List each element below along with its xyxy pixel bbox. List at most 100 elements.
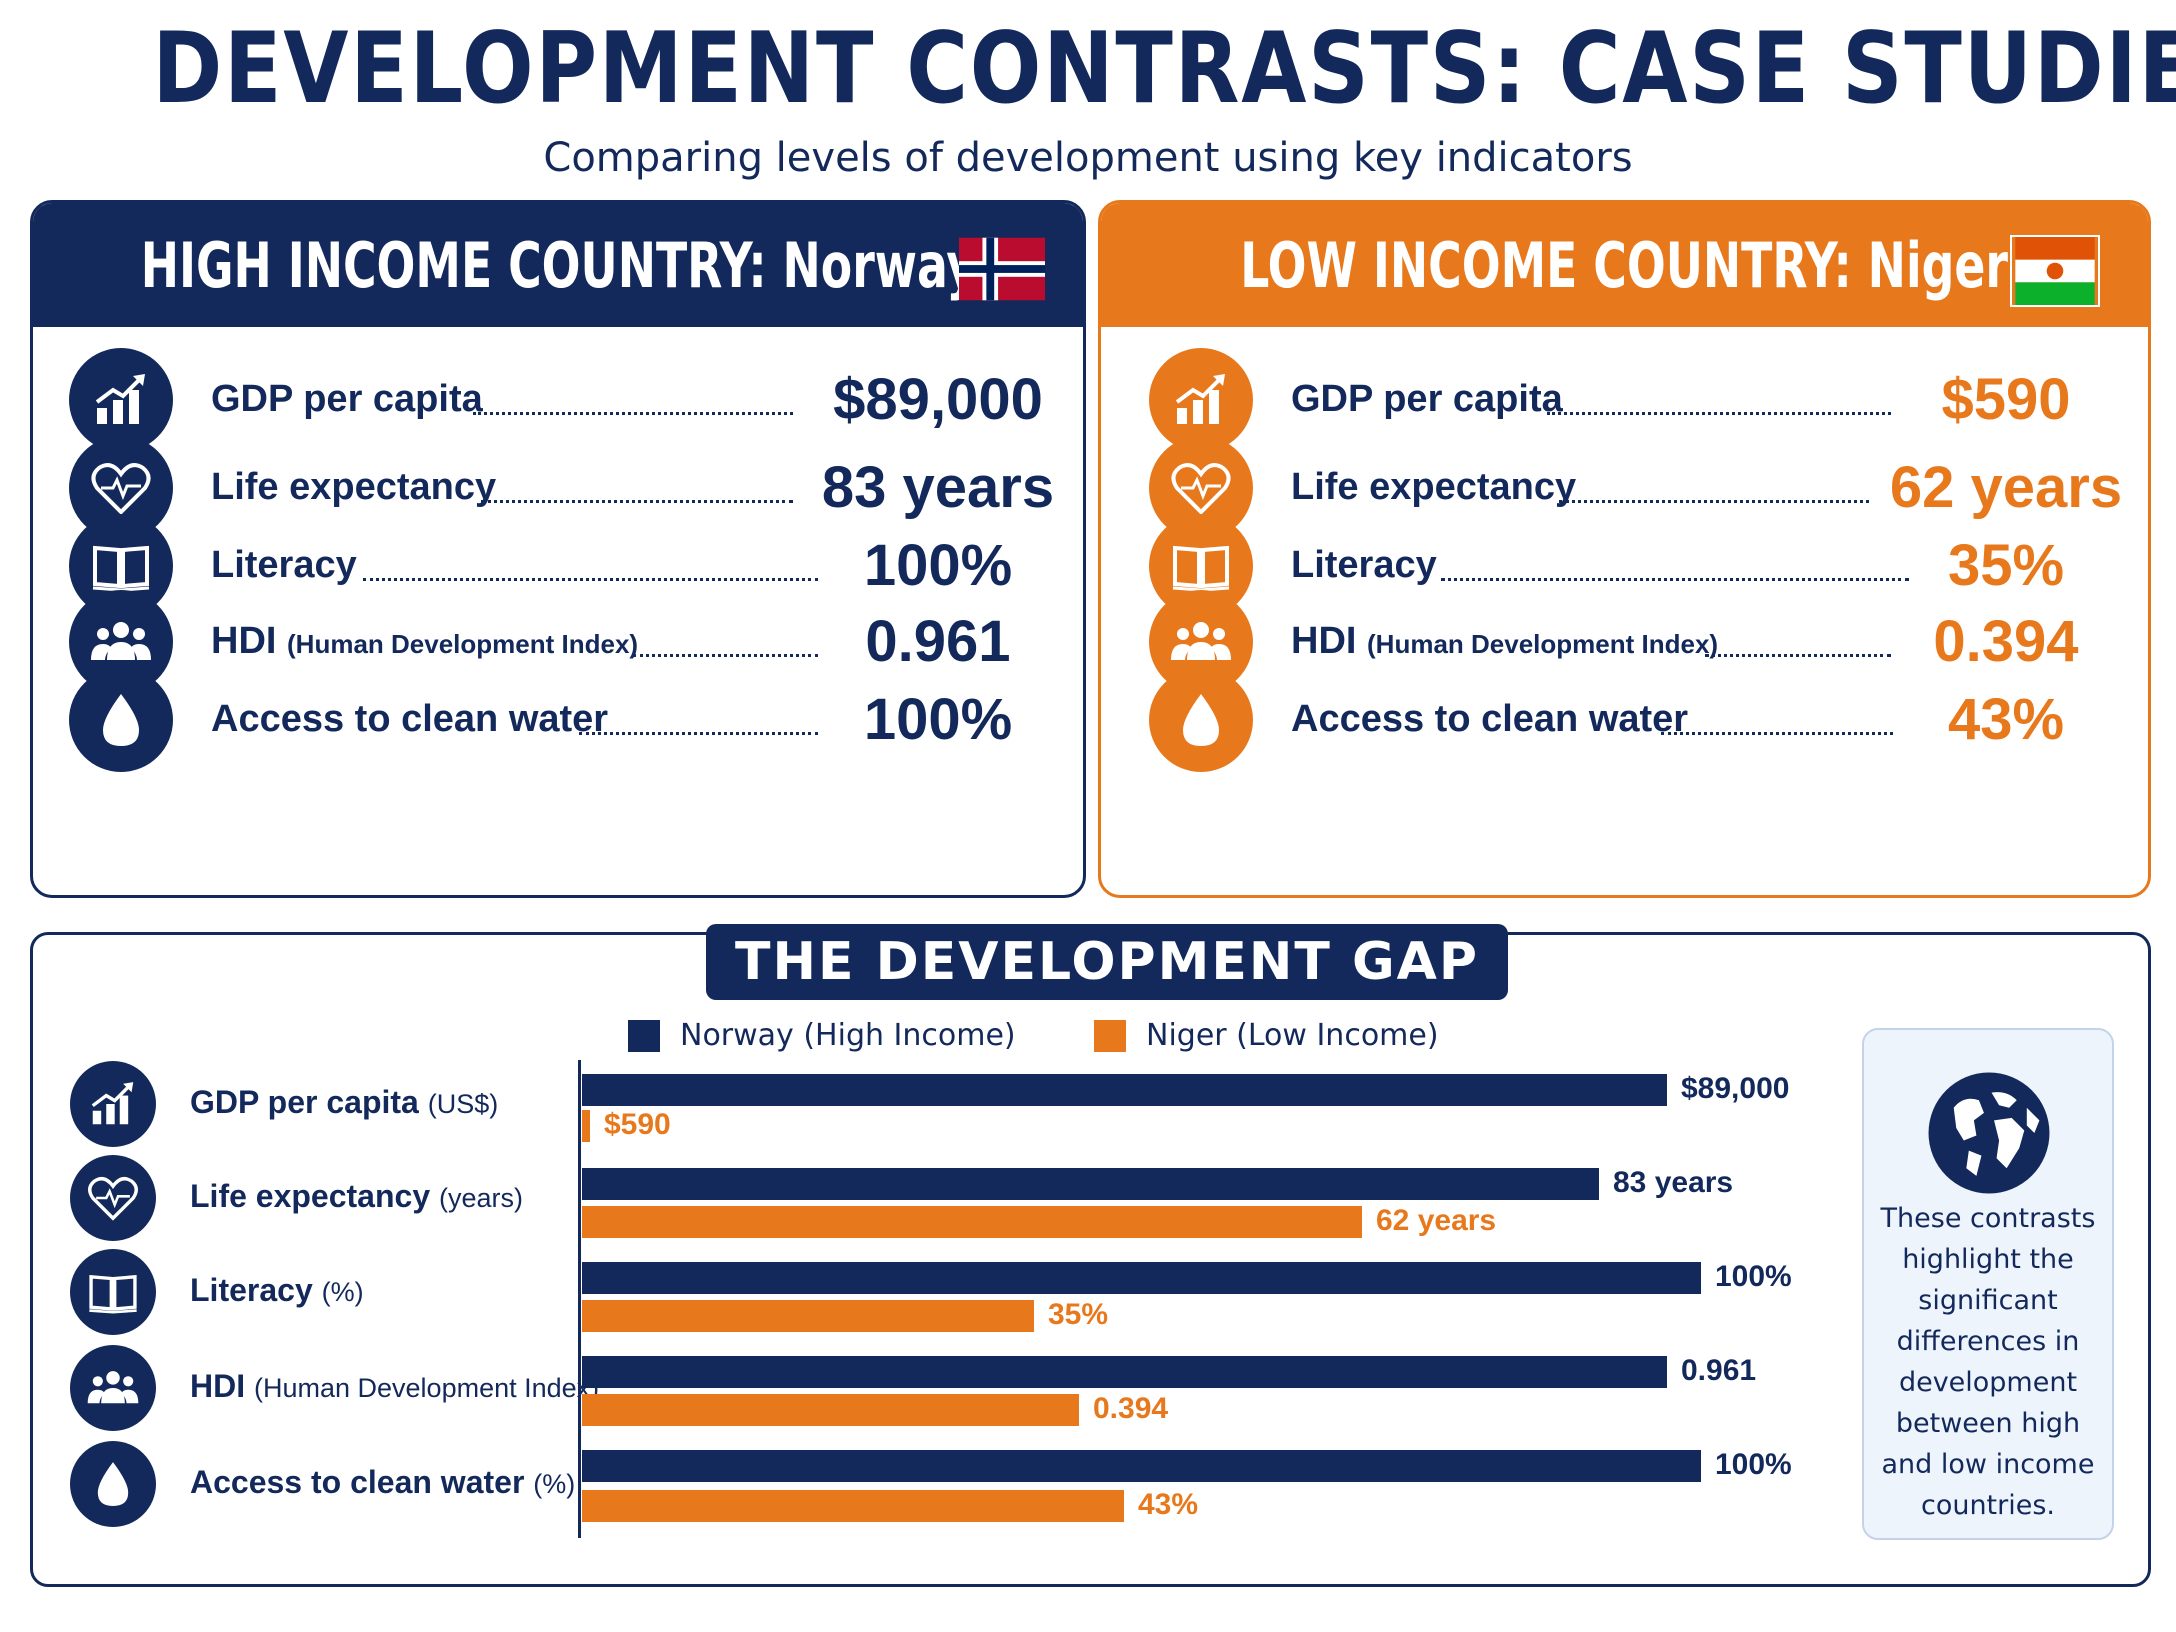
gdp-chart-icon: [70, 1061, 156, 1147]
gap-row-label-text: Life expectancy: [190, 1178, 431, 1214]
gap-row-label: GDP per capita (US$): [190, 1084, 498, 1121]
book-icon: [70, 1249, 156, 1335]
norway-bar: [582, 1356, 1667, 1388]
norway-row-label: HDI (Human Development Index): [211, 620, 638, 663]
gap-row-label: Access to clean water (%): [190, 1464, 575, 1501]
norway-row-value: $89,000: [833, 367, 1043, 432]
norway-row-value: 100%: [863, 533, 1013, 598]
norway-panel-header: HIGH INCOME COUNTRY: Norway: [33, 203, 1083, 327]
legend-norway: Norway (High Income): [628, 1018, 1016, 1053]
gap-row-label: Literacy (%): [190, 1272, 364, 1309]
dot-leader: [481, 500, 793, 503]
niger-bar-label: 43%: [1138, 1488, 1199, 1521]
gdp-chart-icon: [69, 348, 173, 452]
heart-pulse-icon: [70, 1155, 156, 1241]
norway-bar-label: 100%: [1715, 1260, 1792, 1293]
norway-row-5: Access to clean water 100%: [33, 668, 1083, 772]
dot-leader: [1661, 732, 1893, 735]
niger-row-label: Access to clean water: [1291, 698, 1688, 741]
norway-panel-title: HIGH INCOME COUNTRY: Norway: [140, 228, 976, 302]
dot-leader: [579, 732, 818, 735]
norway-row-label: Life expectancy: [211, 466, 496, 509]
gap-row-label-text: HDI: [190, 1368, 246, 1404]
niger-row-label-text: GDP per capita: [1291, 378, 1563, 420]
norway-row-value: 83 years: [821, 455, 1055, 520]
niger-row-label-text: Literacy: [1291, 544, 1437, 586]
niger-bar-label: 62 years: [1376, 1204, 1497, 1237]
norway-bar-label: 0.961: [1681, 1354, 1757, 1387]
niger-bar: [582, 1300, 1034, 1332]
dot-leader: [633, 654, 818, 657]
norway-row-label-text: Literacy: [211, 544, 357, 586]
niger-panel-title: LOW INCOME COUNTRY: Niger: [1240, 228, 2009, 302]
norway-row-1: GDP per capita $89,000: [33, 348, 1083, 452]
norway-row-value: 0.961: [865, 609, 1011, 674]
legend-label-norway: Norway (High Income): [680, 1018, 1016, 1053]
norway-bar: [582, 1262, 1701, 1294]
niger-row-label: Life expectancy: [1291, 466, 1576, 509]
niger-row-2: Life expectancy 62 years: [1101, 436, 2148, 540]
niger-row-label: Literacy: [1291, 544, 1437, 587]
legend-niger: Niger (Low Income): [1094, 1018, 1439, 1053]
norway-row-label: Access to clean water: [211, 698, 608, 741]
niger-bar: [582, 1394, 1079, 1426]
norway-bar: [582, 1074, 1667, 1106]
norway-bar: [582, 1450, 1701, 1482]
niger-row-1: GDP per capita $590: [1101, 348, 2148, 452]
norway-row-2: Life expectancy 83 years: [33, 436, 1083, 540]
niger-row-value: 35%: [1947, 533, 2065, 598]
dot-leader: [1705, 654, 1891, 657]
niger-row-value: 43%: [1947, 687, 2065, 752]
niger-row-value: 0.394: [1933, 609, 2079, 674]
norway-bar-label: 83 years: [1613, 1166, 1734, 1199]
norway-row-label-text: HDI: [211, 620, 277, 662]
dot-leader: [1559, 500, 1869, 503]
side-note-card: These contrasts highlight the significan…: [1862, 1028, 2114, 1540]
niger-row-label-text: Life expectancy: [1291, 466, 1577, 508]
dot-leader: [473, 412, 793, 415]
gap-row-label-unit: (US$): [427, 1089, 499, 1119]
page-subtitle: Comparing levels of development using ke…: [543, 135, 1633, 181]
niger-panel-header: LOW INCOME COUNTRY: Niger: [1101, 203, 2148, 327]
niger-row-label: HDI (Human Development Index): [1291, 620, 1718, 663]
water-drop-icon: [70, 1441, 156, 1527]
side-note-text: These contrasts highlight the significan…: [1880, 1203, 2096, 1521]
norway-row-label-text: Life expectancy: [211, 466, 497, 508]
niger-bar-label: 0.394: [1093, 1392, 1169, 1425]
dot-leader: [1547, 412, 1891, 415]
niger-bar: [582, 1490, 1124, 1522]
gap-row-label: HDI (Human Development Index): [190, 1368, 599, 1405]
norway-row-label: Literacy: [211, 544, 357, 587]
niger-row-5: Access to clean water 43%: [1101, 668, 2148, 772]
legend-swatch-niger: [1094, 1019, 1126, 1052]
gap-row-label-unit: (%): [321, 1277, 364, 1307]
niger-row-label-text: HDI: [1291, 620, 1357, 662]
niger-row-value: $590: [1941, 367, 2071, 432]
niger-row-value: 62 years: [1889, 455, 2123, 520]
water-drop-icon: [69, 668, 173, 772]
development-gap-title: THE DEVELOPMENT GAP: [706, 924, 1508, 1000]
gap-row-label-text: Access to clean water: [190, 1464, 525, 1500]
legend-swatch-norway: [628, 1019, 660, 1052]
norway-row-label-text: Access to clean water: [211, 698, 609, 740]
dot-leader: [363, 578, 818, 581]
gap-row-label: Life expectancy (years): [190, 1178, 523, 1215]
niger-row-label: GDP per capita: [1291, 378, 1563, 421]
page-title: DEVELOPMENT CONTRASTS: CASE STUDIES: [152, 12, 2176, 126]
norway-row-value: 100%: [863, 687, 1013, 752]
niger-row-label-detail: (Human Development Index): [1367, 629, 1719, 659]
gap-row-label-text: GDP per capita: [190, 1084, 419, 1120]
globe-icon: [1928, 1072, 2050, 1194]
norway-bar-label: 100%: [1715, 1448, 1792, 1481]
water-drop-icon: [1149, 668, 1253, 772]
norway-row-label: GDP per capita: [211, 378, 483, 421]
dot-leader: [1441, 578, 1909, 581]
gap-row-label-unit: (Human Development Index): [254, 1373, 600, 1403]
niger-bar-label: $590: [604, 1108, 671, 1141]
gap-row-label-unit: (%): [533, 1469, 576, 1499]
norway-bar: [582, 1168, 1599, 1200]
niger-bar: [582, 1110, 590, 1142]
gap-row-label-text: Literacy: [190, 1272, 313, 1308]
niger-flag-icon: [2010, 235, 2100, 307]
gdp-chart-icon: [1149, 348, 1253, 452]
